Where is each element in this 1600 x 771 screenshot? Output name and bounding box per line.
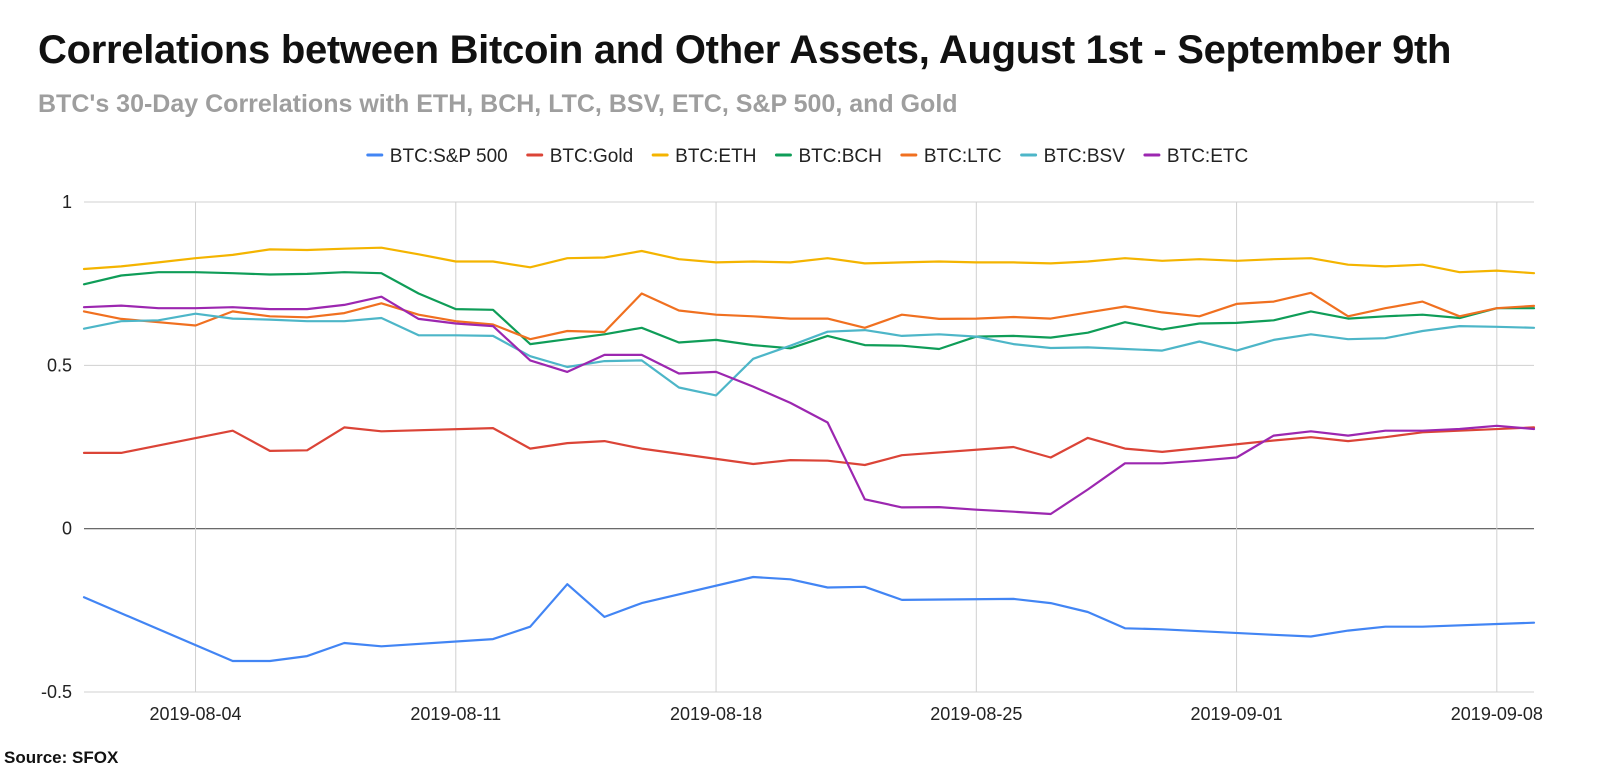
- series-line-6: [82, 312, 1536, 397]
- legend-label: BTC:Gold: [550, 146, 633, 167]
- legend-label: BTC:ETH: [675, 146, 756, 167]
- series-line-3: [82, 246, 1536, 275]
- x-tick-label: 2019-08-04: [149, 704, 241, 724]
- x-tick-label: 2019-09-01: [1191, 704, 1283, 724]
- y-tick-label: 0.5: [47, 355, 72, 375]
- legend-label: BTC:ETC: [1167, 146, 1248, 167]
- y-tick-label: 1: [62, 192, 72, 212]
- legend-label: BTC:S&P 500: [390, 146, 508, 167]
- series-line-1: [82, 575, 1536, 663]
- chart-subtitle: BTC's 30-Day Correlations with ETH, BCH,…: [38, 90, 958, 118]
- y-tick-label: -0.5: [41, 682, 72, 702]
- series-line-4: [82, 271, 1536, 351]
- legend-item: BTC:Gold: [526, 146, 633, 167]
- series-line-2: [82, 426, 1536, 467]
- series-line-7: [82, 295, 1536, 516]
- chart-title: Correlations between Bitcoin and Other A…: [38, 28, 1452, 72]
- legend-label: BTC:LTC: [924, 146, 1002, 167]
- x-tick-label: 2019-09-08: [1451, 704, 1543, 724]
- legend-item: BTC:BSV: [1020, 146, 1126, 167]
- legend-label: BTC:BSV: [1044, 146, 1126, 167]
- legend-item: BTC:S&P 500: [366, 146, 508, 167]
- source-note: Source: SFOX: [4, 748, 119, 767]
- x-tick-label: 2019-08-11: [410, 704, 501, 724]
- legend-item: BTC:BCH: [774, 146, 882, 167]
- legend-item: BTC:LTC: [900, 146, 1002, 167]
- x-tick-label: 2019-08-25: [930, 704, 1022, 724]
- y-tick-label: 0: [62, 519, 72, 539]
- legend-label: BTC:BCH: [798, 146, 881, 167]
- legend-item: BTC:ETC: [1143, 146, 1248, 167]
- grid-layer: [84, 201, 1534, 693]
- tick-layer: -0.5 0 0.5 1 2019-08-04 2019-08-11 2019-08-18 2…: [41, 192, 1543, 724]
- series-line-5: [82, 291, 1536, 341]
- legend-item: BTC:ETH: [651, 146, 756, 167]
- legend: BTC:S&P 500 BTC:Gold BTC:ETH BTC:BCH BTC:LTC…: [366, 146, 1248, 167]
- series-layer: [82, 246, 1536, 663]
- x-tick-label: 2019-08-18: [670, 704, 762, 724]
